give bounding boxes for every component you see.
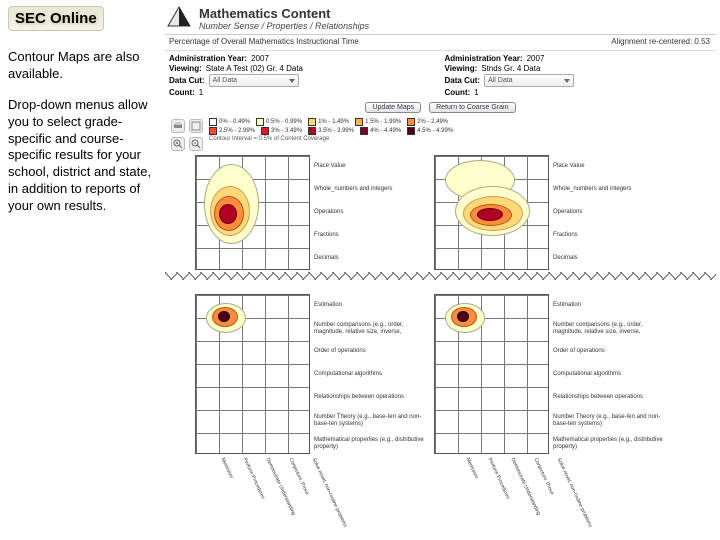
col-label: Conjecture, Prove <box>288 457 303 480</box>
legend-item: 4.5% - 4.99% <box>407 127 453 135</box>
col-label: Conjecture, Prove <box>533 457 548 480</box>
row-label: Fractions <box>314 224 424 247</box>
contour-grid-right-lower <box>434 294 549 454</box>
contour-grid-right-upper <box>434 155 549 270</box>
contour-maps-lower: EstimationNumber comparisons (e.g., orde… <box>165 290 716 455</box>
update-maps-button[interactable]: Update Maps <box>365 102 421 113</box>
zoom-in-icon[interactable] <box>171 137 185 151</box>
legend-item: 0.5% - 0.99% <box>256 118 302 126</box>
legend-item: 1.5% - 1.99% <box>355 118 401 126</box>
legend: 0% - 0.49% 0.5% - 0.99% 1% - 1.49% 1.5% - 1… <box>209 117 716 142</box>
row-label: Mathematical properties (e.g., distribut… <box>314 432 424 455</box>
row-label: Number comparisons (e.g., order, magnitu… <box>553 317 663 340</box>
legend-item: 2.5% - 2.99% <box>209 127 255 135</box>
app-title: SEC Online <box>8 6 104 31</box>
info-text-2: Drop-down menus allow you to select grad… <box>8 97 157 215</box>
print-icon[interactable] <box>171 119 185 133</box>
zoom-out-icon[interactable] <box>189 137 203 151</box>
content-panel: Mathematics Content Number Sense / Prope… <box>165 0 720 540</box>
metric-label: Percentage of Overall Mathematics Instru… <box>169 37 359 46</box>
contour-grid-left-upper <box>195 155 310 270</box>
export-icon[interactable] <box>189 119 203 133</box>
chevron-down-icon <box>289 79 295 83</box>
row-label: Order of operations <box>314 340 424 363</box>
row-label: Operations <box>553 201 663 224</box>
legend-item: 0% - 0.49% <box>209 118 250 126</box>
col-label: Memorize <box>465 457 480 479</box>
legend-item: 1% - 1.49% <box>308 118 349 126</box>
row-label: Estimation <box>553 294 663 317</box>
row-label: Mathematical properties (e.g., distribut… <box>553 432 663 455</box>
legend-item: 4% - 4.49% <box>360 127 401 135</box>
col-label: Demonstrate Understanding <box>510 457 525 480</box>
row-label: Place Value <box>553 155 663 178</box>
col-label: Memorize <box>220 457 235 479</box>
row-label: Computational algorithms <box>553 363 663 386</box>
legend-item: 3.5% - 3.99% <box>308 127 354 135</box>
section-break <box>165 272 716 288</box>
row-label: Order of operations <box>553 340 663 363</box>
sec-logo-icon <box>165 4 193 32</box>
data-cut-dropdown-right[interactable]: All Data <box>484 74 574 87</box>
filter-panel-left: Administration Year:2007 Viewing:State A… <box>165 51 441 100</box>
row-label: Operations <box>314 201 424 224</box>
col-label: Demonstrate Understanding <box>265 457 280 480</box>
content-title: Mathematics Content <box>199 6 716 21</box>
info-text-1: Contour Maps are also available. <box>8 49 157 83</box>
row-label: Relationships between operations <box>314 386 424 409</box>
row-label: Number Theory (e.g., base-ten and non-ba… <box>553 409 663 432</box>
return-coarse-button[interactable]: Return to Coarse Grain <box>429 102 515 113</box>
contour-grid-left-lower <box>195 294 310 454</box>
row-label: Computational algorithms <box>314 363 424 386</box>
data-cut-dropdown-left[interactable]: All Data <box>209 74 299 87</box>
col-label: Solve novel, non-routine problems <box>556 457 571 480</box>
col-label: Perform Procedures <box>242 457 257 480</box>
row-label: Fractions <box>553 224 663 247</box>
col-label: Perform Procedures <box>487 457 502 480</box>
chevron-down-icon <box>564 79 570 83</box>
contour-maps-upper: Place ValueWhole_numbers and integersOpe… <box>165 151 716 270</box>
row-label: Whole_numbers and integers <box>553 178 663 201</box>
alignment-label: Alignment re-centered: 0.53 <box>611 37 710 46</box>
row-label: Number comparisons (e.g., order, magnitu… <box>314 317 424 340</box>
filter-panel-right: Administration Year:2007 Viewing:Stnds G… <box>441 51 717 100</box>
info-sidebar: SEC Online Contour Maps are also availab… <box>0 0 165 540</box>
content-subtitle: Number Sense / Properties / Relationship… <box>199 21 716 31</box>
row-label: Decimals <box>314 247 424 270</box>
legend-item: 2% - 2.49% <box>407 118 448 126</box>
row-label: Decimals <box>553 247 663 270</box>
row-label: Whole_numbers and integers <box>314 178 424 201</box>
row-label: Relationships between operations <box>553 386 663 409</box>
row-label: Number Theory (e.g., base-ten and non-ba… <box>314 409 424 432</box>
row-label: Estimation <box>314 294 424 317</box>
row-label: Place Value <box>314 155 424 178</box>
legend-item: 3% - 3.49% <box>261 127 302 135</box>
toolbar <box>171 117 203 151</box>
filter-panels: Administration Year:2007 Viewing:State A… <box>165 51 716 100</box>
content-header: Mathematics Content Number Sense / Prope… <box>165 4 716 35</box>
